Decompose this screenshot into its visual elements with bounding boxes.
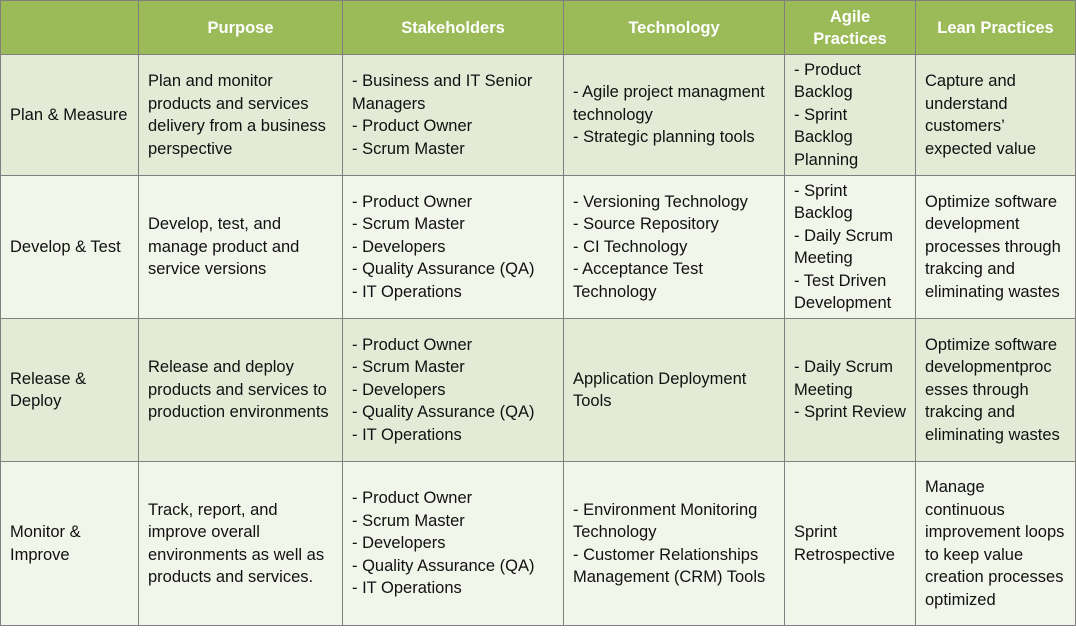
header-lean-practices: Lean Practices bbox=[915, 0, 1076, 55]
technology-item: Application Deployment Tools bbox=[573, 369, 747, 411]
agile-item: - Sprint Backlog bbox=[794, 181, 853, 223]
lean-practices-cell: Capture and understand customers’ expect… bbox=[915, 54, 1076, 176]
stakeholders-cell: - Business and IT Senior Managers - Prod… bbox=[342, 54, 564, 176]
table-row: Release & Deploy Release and deploy prod… bbox=[0, 318, 1076, 462]
agile-item: - Daily Scrum Meeting bbox=[794, 226, 894, 268]
agile-practices-cell: - Sprint Backlog - Daily Scrum Meeting -… bbox=[784, 175, 916, 319]
stakeholder-item: - Product Owner bbox=[352, 192, 473, 211]
purpose-cell: Plan and monitor products and services d… bbox=[138, 54, 343, 176]
stakeholders-cell: - Product Owner - Scrum Master - Develop… bbox=[342, 318, 564, 462]
technology-item: - Strategic planning tools bbox=[573, 128, 755, 147]
stakeholder-item: - Quality Assurance (QA) bbox=[352, 403, 535, 422]
stakeholder-item: - IT Operations bbox=[352, 579, 462, 598]
stakeholders-cell: - Product Owner - Scrum Master - Develop… bbox=[342, 461, 564, 626]
stakeholder-item: - Developers bbox=[352, 237, 446, 256]
table-row: Monitor & Improve Track, report, and imp… bbox=[0, 461, 1076, 626]
stakeholder-item: - Business and IT Senior Managers bbox=[352, 72, 533, 113]
technology-cell: Application Deployment Tools bbox=[563, 318, 785, 462]
table-row: Develop & Test Develop, test, and manage… bbox=[0, 175, 1076, 319]
agile-item: - Sprint Backlog Planning bbox=[794, 105, 859, 169]
stakeholder-item: - IT Operations bbox=[352, 282, 462, 301]
technology-item: - Source Repository bbox=[573, 215, 719, 234]
stakeholder-item: - Developers bbox=[352, 534, 446, 553]
phase-cell: Monitor & Improve bbox=[0, 461, 139, 626]
technology-item: - Environment Monitoring Technology bbox=[573, 500, 758, 542]
technology-cell: - Environment Monitoring Technology - Cu… bbox=[563, 461, 785, 626]
lean-practices-cell: Optimize software development processes … bbox=[915, 175, 1076, 319]
header-row: Purpose Stakeholders Technology Agile Pr… bbox=[0, 0, 1076, 55]
header-purpose: Purpose bbox=[138, 0, 343, 55]
stakeholder-item: - Quality Assurance (QA) bbox=[352, 260, 535, 279]
technology-item: - CI Technology bbox=[573, 237, 688, 256]
agile-practices-cell: Sprint Retrospective bbox=[784, 461, 916, 626]
agile-practices-cell: - Product Backlog - Sprint Backlog Plann… bbox=[784, 54, 916, 176]
agile-item: - Test Driven Development bbox=[794, 271, 892, 313]
agile-practices-cell: - Daily Scrum Meeting - Sprint Review bbox=[784, 318, 916, 462]
agile-item: - Daily Scrum Meeting bbox=[794, 358, 894, 399]
stakeholder-item: - Developers bbox=[352, 380, 446, 399]
phase-cell: Develop & Test bbox=[0, 175, 139, 319]
practices-table: Purpose Stakeholders Technology Agile Pr… bbox=[0, 0, 1076, 626]
stakeholder-item: - Scrum Master bbox=[352, 215, 465, 234]
stakeholders-cell: - Product Owner - Scrum Master - Develop… bbox=[342, 175, 564, 319]
agile-item: - Product Backlog bbox=[794, 60, 861, 102]
phase-cell: Release & Deploy bbox=[0, 318, 139, 462]
technology-item: - Customer Relationships Management (CRM… bbox=[573, 545, 766, 587]
phase-cell: Plan & Measure bbox=[0, 54, 139, 176]
stakeholder-item: - Scrum Master bbox=[352, 139, 465, 158]
purpose-cell: Track, report, and improve overall envir… bbox=[138, 461, 343, 626]
stakeholder-item: - Scrum Master bbox=[352, 358, 465, 377]
technology-item: - Versioning Technology bbox=[573, 192, 748, 211]
header-agile-practices: Agile Practices bbox=[784, 0, 916, 55]
header-technology: Technology bbox=[563, 0, 785, 55]
table-row: Plan & Measure Plan and monitor products… bbox=[0, 54, 1076, 176]
stakeholder-item: - Quality Assurance (QA) bbox=[352, 556, 535, 575]
technology-cell: - Agile project managment technology - S… bbox=[563, 54, 785, 176]
purpose-cell: Release and deploy products and services… bbox=[138, 318, 343, 462]
header-stakeholders: Stakeholders bbox=[342, 0, 564, 55]
purpose-cell: Develop, test, and manage product and se… bbox=[138, 175, 343, 319]
stakeholder-item: - Product Owner bbox=[352, 117, 473, 135]
stakeholder-item: - IT Operations bbox=[352, 425, 462, 444]
lean-practices-cell: Optimize software developmentproc esses … bbox=[915, 318, 1076, 462]
agile-item: Sprint Retrospective bbox=[794, 523, 895, 564]
technology-cell: - Versioning Technology - Source Reposit… bbox=[563, 175, 785, 319]
technology-item: - Agile project managment technology bbox=[573, 83, 765, 124]
stakeholder-item: - Product Owner bbox=[352, 489, 473, 508]
lean-practices-cell: Manage continuous improvement loops to k… bbox=[915, 461, 1076, 626]
technology-item: - Acceptance Test Technology bbox=[573, 260, 703, 301]
agile-item: - Sprint Review bbox=[794, 403, 906, 422]
stakeholder-item: - Product Owner bbox=[352, 335, 473, 354]
header-phase bbox=[0, 0, 139, 55]
stakeholder-item: - Scrum Master bbox=[352, 511, 465, 530]
